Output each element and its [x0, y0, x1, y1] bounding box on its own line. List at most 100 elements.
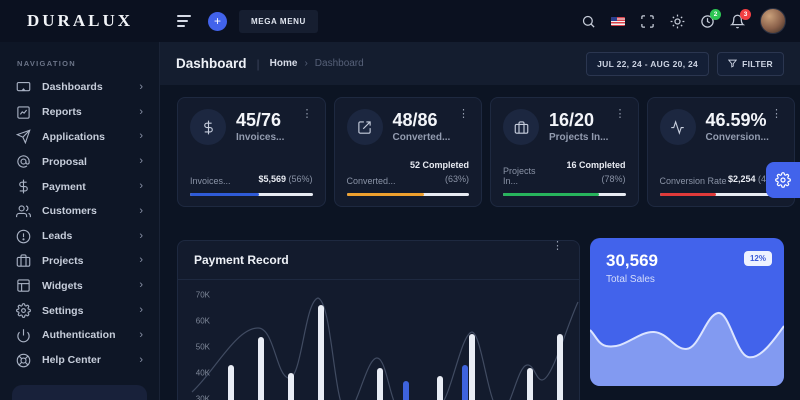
stat-footer-label: Invoices...: [190, 176, 231, 186]
stat-value: 16/20: [549, 110, 595, 131]
sidebar-item-applications[interactable]: Applications ›: [0, 125, 159, 150]
stat-card-2: 16/20 Projects In... ⋮ Projects In... 16 Com…: [490, 97, 639, 207]
users-icon: [16, 204, 31, 219]
y-axis-tick: 60K: [195, 316, 210, 326]
gear-icon: [16, 303, 31, 318]
stat-card-top: 45/76 Invoices... ⋮: [190, 109, 313, 145]
chart-bar: [288, 373, 294, 400]
stat-progress-bar: [346, 193, 469, 196]
stat-footer-label: Projects In...: [503, 166, 536, 186]
chart-bar: [258, 337, 264, 400]
stat-value: 46.59%: [705, 110, 767, 131]
sidebar-item-label: Help Center: [42, 354, 101, 367]
fullscreen-icon[interactable]: [640, 14, 655, 29]
sidebar-item-authentication[interactable]: Authentication ›: [0, 323, 159, 348]
stat-footer-value: 16 Completed (78%): [548, 159, 625, 186]
notifications-bell-icon[interactable]: 3: [730, 8, 751, 29]
breadcrumb-actions: JUL 22, 24 - AUG 20, 24 FILTER: [586, 51, 784, 76]
topbar: DURALUX + MEGA MENU 2 3: [0, 0, 800, 42]
stats-row: 45/76 Invoices... ⋮ Invoices... $5,569 (56%)…: [177, 97, 795, 207]
y-axis-tick: 40K: [195, 368, 210, 378]
language-flag-icon[interactable]: [611, 16, 625, 26]
sidebar-item-help-center[interactable]: Help Center ›: [0, 348, 159, 373]
stat-sublabel: Projects In...: [549, 131, 609, 143]
total-sales-value: 30,569: [606, 251, 658, 270]
briefcase-icon: [16, 253, 31, 268]
chevron-right-icon: ›: [139, 130, 143, 143]
stat-footer-percent: (63%): [444, 173, 469, 184]
stat-footer-amount: 52 Completed: [409, 160, 469, 170]
chevron-right-icon: ›: [139, 105, 143, 118]
date-range-button[interactable]: JUL 22, 24 - AUG 20, 24: [586, 51, 710, 76]
chart-bar: [462, 365, 468, 400]
chart-bar: [469, 334, 475, 400]
add-button[interactable]: +: [208, 11, 227, 31]
total-sales-badge: 12%: [743, 251, 772, 266]
sidebar-item-customers[interactable]: Customers ›: [0, 199, 159, 224]
gear-icon: [775, 172, 791, 188]
search-icon[interactable]: [581, 14, 596, 29]
sidebar-item-reports[interactable]: Reports ›: [0, 100, 159, 125]
stat-card-menu-icon[interactable]: ⋮: [301, 108, 313, 120]
chevron-right-icon: ›: [139, 80, 143, 93]
theme-sun-icon[interactable]: [670, 14, 685, 29]
sidebar-item-label: Applications: [42, 130, 106, 143]
chevron-right-icon: ›: [139, 229, 143, 242]
chart-bar: [318, 305, 324, 400]
stat-card-menu-icon[interactable]: ⋮: [458, 108, 469, 120]
stat-sublabel: Invoices...: [236, 131, 285, 143]
sidebar-item-label: Authentication: [42, 329, 116, 342]
stat-card-text: 48/86 Converted...: [393, 111, 451, 143]
stat-progress-fill: [659, 193, 716, 196]
sidebar-item-widgets[interactable]: Widgets ›: [0, 273, 159, 298]
stat-footer-value: $5,569 (56%): [258, 173, 312, 187]
sidebar-item-settings[interactable]: Settings ›: [0, 298, 159, 323]
sidebar-item-label: Dashboards: [42, 81, 103, 94]
total-sales-label: Total Sales: [606, 274, 655, 285]
hamburger-menu-icon[interactable]: [177, 15, 192, 27]
stat-sublabel: Conversion...: [705, 131, 769, 143]
mega-menu-button[interactable]: MEGA MENU: [239, 9, 318, 33]
stat-progress-bar: [503, 193, 626, 196]
stat-progress-fill: [190, 193, 259, 196]
breadcrumb-current: Dashboard: [314, 58, 364, 69]
sidebar-item-leads[interactable]: Leads ›: [0, 224, 159, 249]
briefcase-icon: [503, 109, 539, 145]
sidebar-item-proposal[interactable]: Proposal ›: [0, 149, 159, 174]
activity-icon: [659, 109, 696, 145]
stat-progress-bar: [190, 193, 313, 196]
stat-card-text: 46.59% Conversion...: [706, 111, 769, 143]
stat-card-top: 48/86 Converted... ⋮: [346, 108, 469, 145]
sidebar-item-projects[interactable]: Projects ›: [0, 249, 159, 274]
stat-card-menu-icon[interactable]: ⋮: [614, 108, 626, 120]
report-icon: [16, 105, 31, 120]
breadcrumb-chevron-icon: ›: [304, 58, 308, 69]
date-range-label: JUL 22, 24 - AUG 20, 24: [597, 58, 699, 69]
user-avatar[interactable]: [760, 8, 786, 34]
chart-bar: [403, 381, 409, 400]
stat-footer-label: Conversion Rate: [659, 176, 727, 186]
sidebar: NAVIGATION Dashboards › Reports › Applicatio…: [0, 42, 160, 400]
payment-record-menu-icon[interactable]: ⋮: [552, 240, 563, 252]
filter-button[interactable]: FILTER: [717, 51, 784, 76]
monitor-icon: [16, 80, 31, 95]
chart-bar: [437, 376, 443, 400]
breadcrumb-home-link[interactable]: Home: [269, 58, 298, 69]
payment-record-card: Payment Record ⋮ 70K 60K 50K 40K 30K: [177, 240, 580, 400]
history-clock-icon[interactable]: 2: [700, 8, 721, 29]
chart-bar: [557, 334, 563, 400]
sidebar-item-label: Settings: [42, 304, 84, 317]
floating-settings-button[interactable]: [766, 162, 800, 198]
chevron-right-icon: ›: [139, 155, 143, 168]
sidebar-item-dashboards[interactable]: Dashboards ›: [0, 75, 159, 100]
sidebar-item-label: Payment: [42, 180, 86, 193]
stat-card-menu-icon[interactable]: ⋮: [771, 108, 782, 120]
alert-circle-icon: [16, 229, 31, 244]
layout-icon: [16, 278, 31, 293]
chevron-right-icon: ›: [139, 204, 143, 217]
sidebar-item-label: Reports: [42, 106, 82, 119]
stat-card-text: 45/76 Invoices...: [236, 111, 284, 143]
total-sales-card: 30,569 Total Sales 12%: [590, 238, 784, 386]
sidebar-item-payment[interactable]: Payment ›: [0, 174, 159, 199]
